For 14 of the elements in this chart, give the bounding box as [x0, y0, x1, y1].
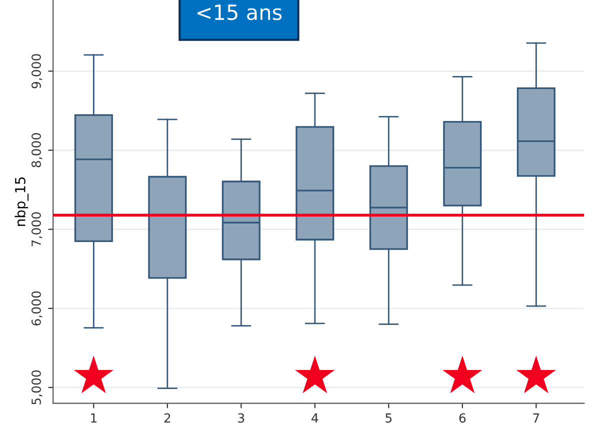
x-tick-label: 6	[459, 413, 466, 423]
y-tick-label: 9,000	[32, 54, 42, 88]
y-tick-label: 6,000	[32, 291, 42, 326]
chart-title: <15 ans	[197, 4, 282, 20]
x-tick-label: 2	[164, 413, 170, 423]
x-tick-label: 5	[386, 413, 392, 423]
y-tick-label: 7,000	[32, 212, 42, 246]
y-tick-label: 8,000	[32, 133, 42, 168]
y-tick-label: 5,000	[32, 370, 42, 404]
y-axis-title: nbp_15	[14, 177, 28, 226]
x-tick-label: 7	[533, 413, 540, 423]
x-tick-label: 4	[312, 413, 318, 423]
x-tick-label: 1	[91, 413, 96, 423]
x-tick-label: 3	[238, 413, 244, 423]
